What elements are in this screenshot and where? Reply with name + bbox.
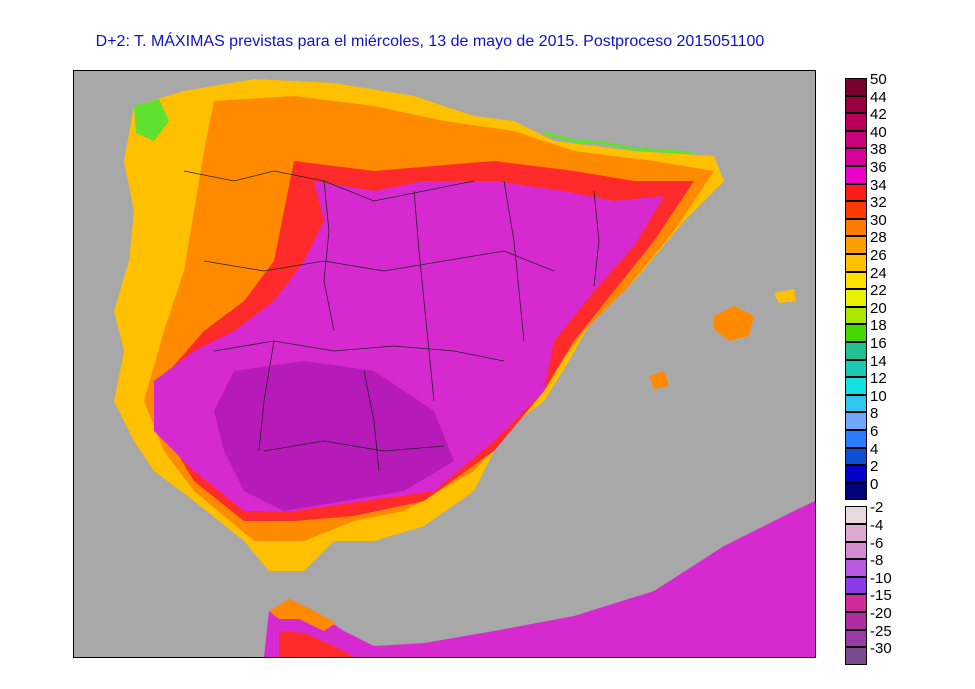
temperature-map [73, 70, 816, 658]
mallorca [714, 306, 754, 341]
legend-label: 32 [870, 194, 887, 212]
legend-label: -25 [870, 622, 892, 640]
legend-swatch [845, 130, 867, 149]
legend-swatch [845, 412, 867, 430]
legend-label: 28 [870, 229, 887, 247]
galicia-green [134, 99, 169, 141]
legend-swatch [845, 576, 867, 595]
legend-swatch [845, 541, 867, 560]
legend-label: 6 [870, 423, 879, 440]
legend-swatch [845, 524, 867, 542]
legend-label: -15 [870, 587, 892, 605]
legend-label: 40 [870, 123, 887, 141]
legend-swatch [845, 254, 867, 272]
legend-label: 18 [870, 317, 887, 335]
legend-label: 0 [870, 475, 879, 493]
legend-swatch [845, 95, 867, 114]
legend-label: 38 [870, 141, 887, 159]
legend-label: 34 [870, 176, 887, 194]
legend-swatch [845, 612, 867, 630]
north-africa-red [279, 631, 354, 657]
legend-swatch [845, 647, 867, 665]
legend-label: 44 [870, 88, 887, 106]
legend-swatch [845, 394, 867, 413]
legend-swatch [845, 218, 867, 237]
pyrenees-green [543, 131, 695, 155]
legend-label: -8 [870, 552, 884, 570]
legend-swatch [845, 78, 867, 96]
legend-label: -2 [870, 499, 884, 517]
legend-label: 50 [870, 71, 887, 88]
legend-swatch [845, 594, 867, 612]
legend-swatch [845, 324, 867, 342]
legend-swatch [845, 183, 867, 202]
legend-label: -10 [870, 569, 892, 587]
menorca [774, 289, 796, 303]
legend-label: -4 [870, 517, 884, 534]
north-africa [264, 501, 815, 657]
legend-label: 26 [870, 247, 887, 264]
legend-label: 36 [870, 159, 887, 176]
legend-label: 10 [870, 387, 887, 405]
legend-swatch [845, 359, 867, 378]
color-legend: 50 44 42 40 38 36 34 32 30 28 26 24 22 20 18 16 14 12 10 8 6… [845, 72, 975, 665]
regional-borders [183, 170, 600, 472]
legend-label: 16 [870, 335, 887, 352]
legend-swatch [845, 377, 867, 395]
legend-label: 30 [870, 211, 887, 229]
north-africa-orange [269, 599, 336, 631]
legend-label: 8 [870, 405, 879, 423]
legend-label: 42 [870, 106, 887, 124]
legend-label: 20 [870, 299, 887, 317]
legend-swatch [845, 236, 867, 254]
legend-label: -30 [870, 640, 892, 658]
legend-swatch [845, 447, 867, 466]
peninsula-hot-core [214, 361, 454, 511]
legend-label: 12 [870, 370, 887, 388]
legend-swatch [845, 113, 867, 131]
legend-swatch [845, 506, 867, 524]
legend-label: -20 [870, 605, 892, 622]
legend-label: 2 [870, 458, 879, 476]
legend-label: 4 [870, 440, 879, 458]
legend-label: 24 [870, 264, 887, 282]
legend-swatch [845, 166, 867, 184]
legend-label: -6 [870, 534, 884, 552]
ibiza [649, 371, 669, 389]
legend-swatch [845, 271, 867, 290]
legend-swatch [845, 148, 867, 166]
legend-swatch [845, 342, 867, 360]
legend-swatch [845, 201, 867, 219]
legend-swatch [845, 465, 867, 483]
legend-swatch [845, 559, 867, 577]
legend-swatch [845, 430, 867, 448]
legend-swatch [845, 482, 867, 501]
legend-label: 22 [870, 282, 887, 300]
legend-swatch [845, 306, 867, 325]
legend-swatch [845, 629, 867, 648]
map-title: D+2: T. MÁXIMAS previstas para el miérco… [95, 33, 765, 50]
legend-label: 14 [870, 352, 887, 370]
legend-swatch [845, 289, 867, 307]
